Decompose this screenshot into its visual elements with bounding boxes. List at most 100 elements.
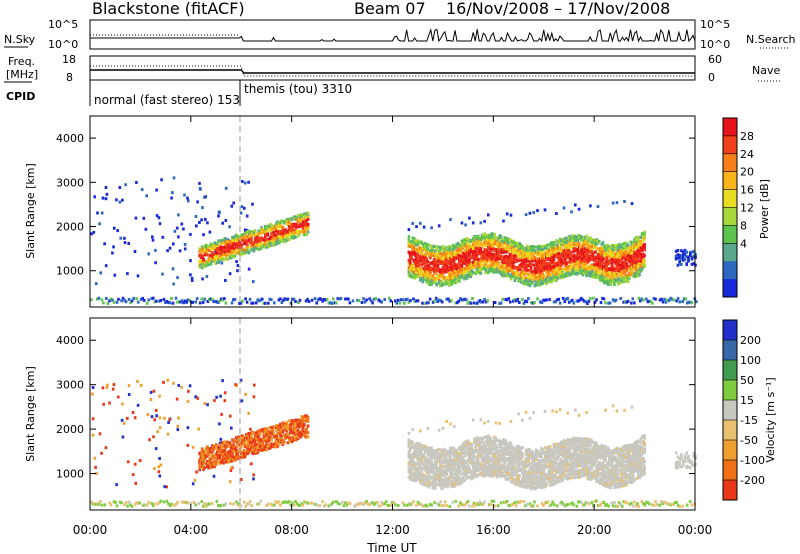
range-cell (620, 504, 624, 508)
range-cell (541, 250, 544, 254)
range-cell (398, 301, 402, 305)
range-cell (484, 268, 488, 272)
range-cell (208, 298, 211, 302)
range-cell (601, 250, 605, 254)
range-cell (381, 502, 385, 506)
range-cell (582, 237, 586, 241)
range-cell (112, 383, 116, 387)
range-cell (407, 228, 411, 232)
range-cell (371, 501, 374, 505)
range-cell (673, 501, 677, 505)
range-cell (369, 501, 373, 505)
range-cell (448, 282, 451, 286)
range-cell (560, 275, 563, 279)
range-cell (176, 276, 179, 280)
range-cell (430, 503, 433, 507)
range-cell (91, 417, 95, 421)
freq-left-tick-bottom: 8 (66, 71, 73, 84)
range-cell (305, 233, 309, 236)
range-cell (246, 234, 249, 238)
range-cell (124, 300, 128, 304)
range-cell (348, 301, 352, 305)
range-cell (628, 275, 631, 279)
range-cell (453, 271, 456, 275)
range-cell (599, 301, 603, 305)
range-cell (408, 274, 412, 278)
range-cell (624, 257, 627, 261)
range-cell (277, 224, 281, 228)
range-cell (316, 298, 320, 302)
range-cell (463, 503, 467, 507)
range-cell (221, 379, 224, 383)
range-cell (524, 271, 528, 275)
range-cell (510, 503, 514, 507)
range-cell (310, 501, 314, 505)
range-cell (211, 259, 214, 263)
range-cell (458, 252, 461, 256)
range-cell (682, 297, 686, 301)
range-cell (434, 261, 437, 265)
range-cell (280, 236, 283, 240)
range-cell (551, 270, 554, 274)
range-cell (606, 282, 610, 286)
range-cell (541, 247, 544, 251)
range-cell (410, 502, 414, 506)
range-cell (356, 503, 359, 507)
range-cell (147, 298, 151, 302)
range-cell (440, 280, 443, 284)
range-cell (604, 301, 607, 305)
range-cell (152, 296, 155, 300)
range-cell (180, 500, 184, 504)
range-cell (206, 502, 210, 506)
range-cell (661, 502, 665, 506)
range-cell (511, 253, 514, 257)
range-cell (453, 246, 456, 250)
range-cell (420, 251, 423, 255)
range-cell (586, 268, 590, 272)
range-cell (569, 260, 572, 264)
range-cell (475, 256, 479, 259)
range-cell (615, 245, 619, 249)
range-cell (690, 257, 694, 261)
range-cell (552, 258, 556, 262)
range-cell (519, 499, 523, 503)
range-cell (509, 266, 513, 270)
range-cell (528, 273, 532, 277)
range-cell (459, 268, 462, 272)
range-cell (522, 261, 525, 265)
range-cell (315, 503, 318, 507)
range-cell (167, 300, 170, 304)
range-cell (245, 300, 249, 304)
range-cell (309, 501, 312, 505)
range-cell (584, 300, 588, 304)
range-cell (440, 274, 443, 278)
range-cell (91, 392, 94, 396)
range-cell (630, 269, 634, 273)
range-cell (557, 273, 561, 277)
range-cell (590, 248, 593, 252)
range-cell (466, 242, 470, 246)
range-cell (224, 279, 227, 282)
range-cell (247, 267, 251, 271)
range-cell (468, 253, 471, 257)
range-cell (229, 502, 232, 505)
range-cell (245, 502, 249, 506)
range-cell (93, 195, 96, 199)
range-cell (459, 244, 462, 248)
range-cell (380, 500, 383, 504)
range-cell (569, 299, 573, 303)
noise-right-tick-bottom: 10^0 (700, 38, 730, 51)
range-cell (557, 263, 561, 267)
range-cell (227, 253, 230, 257)
range-cell (120, 501, 123, 505)
range-cell (194, 300, 197, 304)
y-tick-label: 1000 (56, 265, 84, 278)
range-cell (507, 504, 511, 507)
range-cell (419, 246, 422, 250)
range-cell (493, 265, 496, 269)
range-cell (257, 502, 261, 506)
range-cell (496, 504, 500, 508)
range-cell (589, 256, 592, 260)
range-cell (383, 298, 386, 301)
range-cell (536, 269, 539, 273)
